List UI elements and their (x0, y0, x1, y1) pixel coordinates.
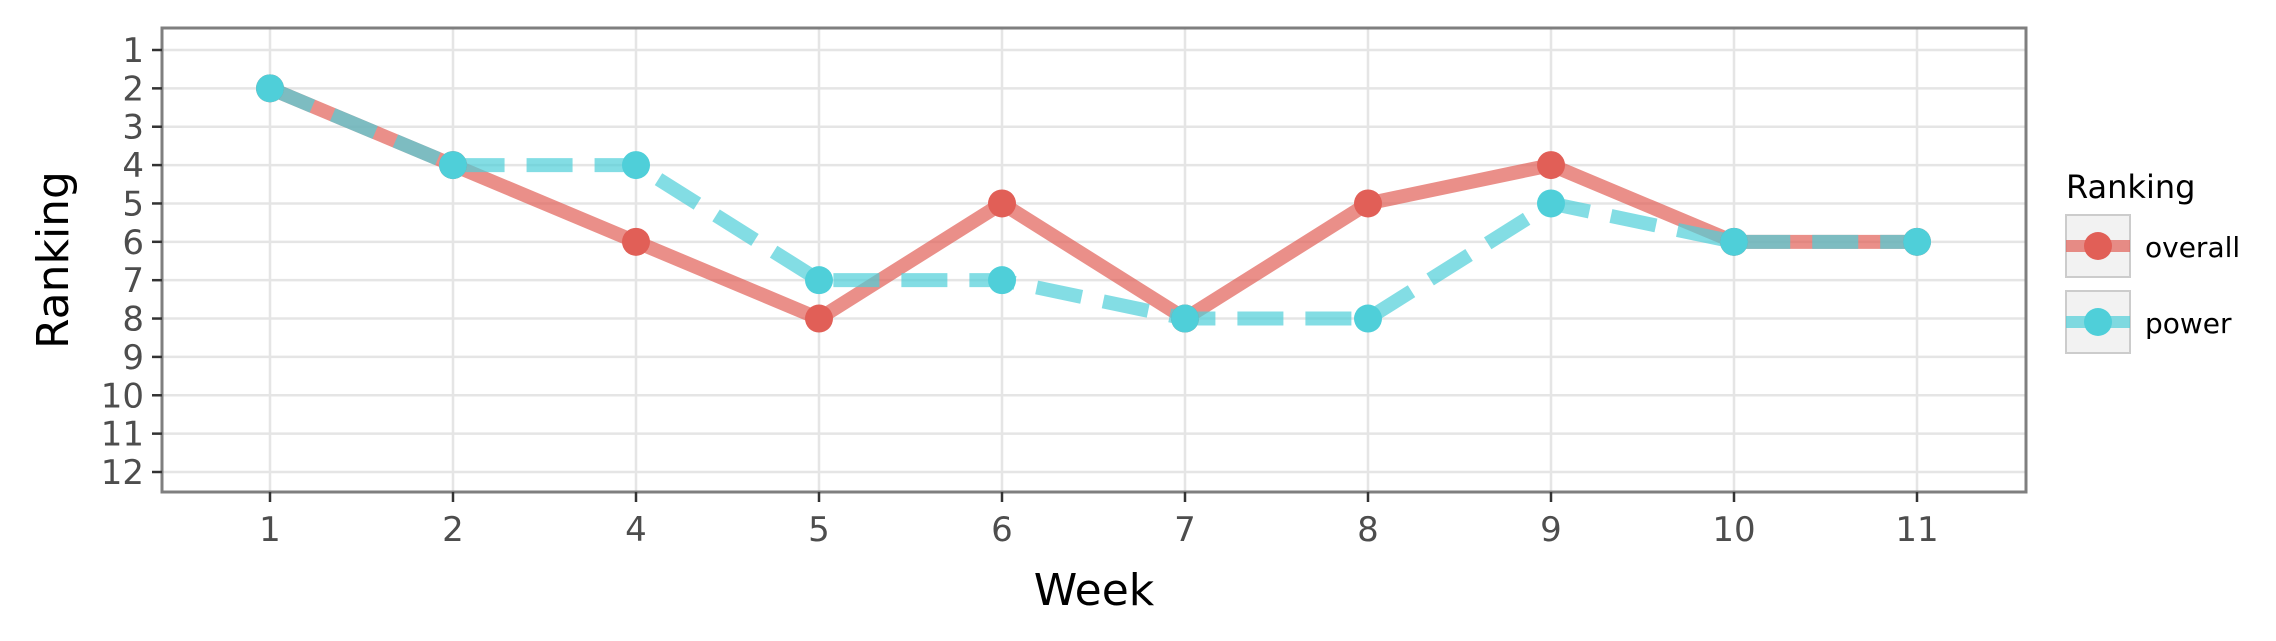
y-tick-label: 9 (122, 338, 144, 378)
y-tick-label: 6 (122, 223, 144, 263)
y-tick-label: 10 (101, 376, 144, 416)
data-point-power (1354, 304, 1382, 333)
series-line-power (267, 81, 1917, 326)
x-tick-label: 5 (808, 510, 830, 550)
legend: Ranking overall power (2065, 168, 2240, 354)
legend-label: power (2145, 307, 2232, 340)
data-point-power (439, 151, 467, 180)
series-overall (267, 81, 1917, 326)
data-point-overall (1537, 151, 1565, 180)
y-tick-label: 2 (122, 69, 144, 109)
x-tick-label: 11 (1895, 510, 1938, 550)
x-tick-label: 8 (1357, 510, 1379, 550)
data-point-power (622, 151, 650, 180)
legend-key-point (2084, 232, 2112, 260)
legend-item-overall: overall (2065, 214, 2240, 278)
legend-label: overall (2145, 231, 2240, 264)
data-point-power (1720, 227, 1748, 256)
y-tick-label: 4 (122, 146, 144, 186)
x-tick-label: 1 (259, 510, 281, 550)
data-point-overall (988, 189, 1016, 218)
y-tick-label: 11 (101, 415, 144, 455)
data-point-power (805, 266, 833, 295)
x-tick-label: 2 (442, 510, 464, 550)
legend-title: Ranking (2066, 168, 2195, 206)
grid-lines (162, 28, 2026, 492)
series-layer (256, 74, 1931, 333)
data-point-power (256, 74, 284, 103)
legend-item-power: power (2065, 290, 2232, 354)
y-tick-label: 5 (122, 184, 144, 224)
y-tick-label: 3 (122, 108, 144, 148)
data-point-overall (805, 304, 833, 333)
data-point-power (1171, 304, 1199, 333)
x-tick-label: 9 (1540, 510, 1562, 550)
series-power (267, 81, 1917, 326)
series-line-overall (267, 81, 1917, 326)
data-point-overall (1354, 189, 1382, 218)
data-point-overall (622, 227, 650, 256)
y-tick-label: 7 (122, 261, 144, 301)
y-axis-title: Ranking (28, 171, 79, 349)
x-tick-label: 4 (625, 510, 647, 550)
data-point-power (1537, 189, 1565, 218)
x-tick-label: 7 (1174, 510, 1196, 550)
data-point-power (1903, 227, 1931, 256)
x-tick-label: 6 (991, 510, 1013, 550)
series-points-power (256, 74, 1931, 333)
y-tick-label: 1 (122, 31, 144, 71)
x-axis-title: Week (1034, 565, 1155, 616)
x-tick-label: 10 (1712, 510, 1755, 550)
data-point-power (988, 266, 1016, 295)
legend-key-point (2084, 308, 2112, 336)
y-tick-label: 8 (122, 300, 144, 340)
plot-frame (160, 26, 2028, 494)
y-tick-label: 12 (101, 453, 144, 493)
